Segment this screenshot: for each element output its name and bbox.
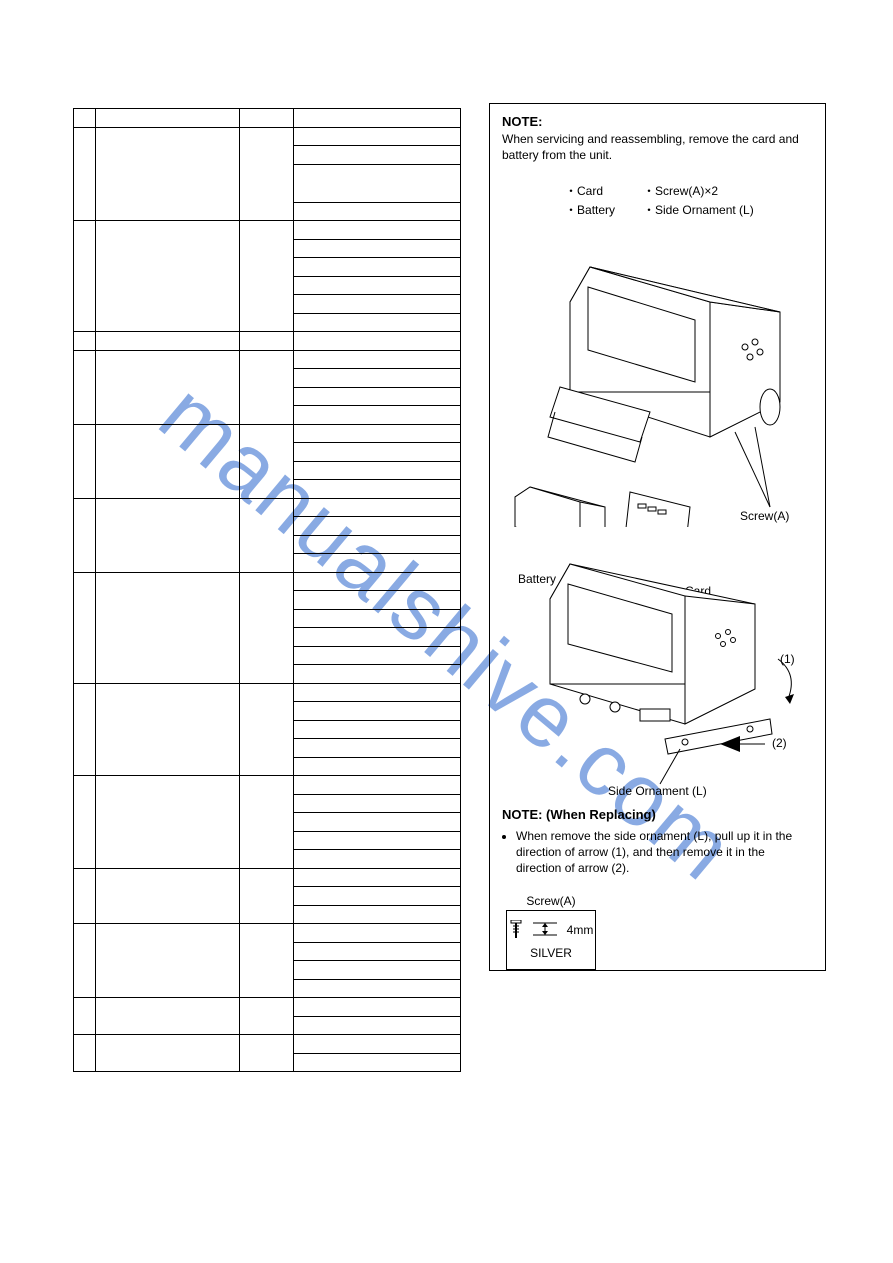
note-body: When servicing and reassembling, remove …: [502, 131, 813, 163]
camera-illustration-1: [510, 232, 810, 527]
legend-battery: Battery: [565, 201, 643, 220]
note-title: NOTE:: [502, 114, 813, 129]
screw-color: SILVER: [530, 946, 572, 960]
note-replace-title: NOTE: (When Replacing): [502, 807, 656, 822]
label-two: (2): [772, 736, 787, 750]
label-one: (1): [780, 652, 795, 666]
screw-spec-box: Screw(A): [506, 894, 596, 970]
label-screwA: Screw(A): [740, 509, 789, 523]
legend-screwA: Screw(A)×2: [643, 182, 793, 201]
length-arrow-icon: [529, 921, 561, 939]
screw-length: 4mm: [567, 923, 594, 937]
note-box: NOTE: When servicing and reassembling, r…: [489, 103, 826, 971]
screw-box-label: Screw(A): [506, 894, 596, 908]
legend-card: Card: [565, 182, 643, 201]
note-replace-body: When remove the side ornament (L), pull …: [516, 828, 813, 877]
disassembly-table: [73, 108, 461, 1072]
label-side-ornament: Side Ornament (L): [608, 784, 707, 798]
legend-sideOrnament: Side Ornament (L): [643, 201, 793, 220]
camera-illustration-2: [510, 544, 810, 794]
parts-legend: Card Screw(A)×2 Battery Side Ornament (L…: [565, 182, 793, 220]
note-replace-text: When remove the side ornament (L), pull …: [502, 828, 813, 877]
screw-icon: [509, 920, 523, 940]
